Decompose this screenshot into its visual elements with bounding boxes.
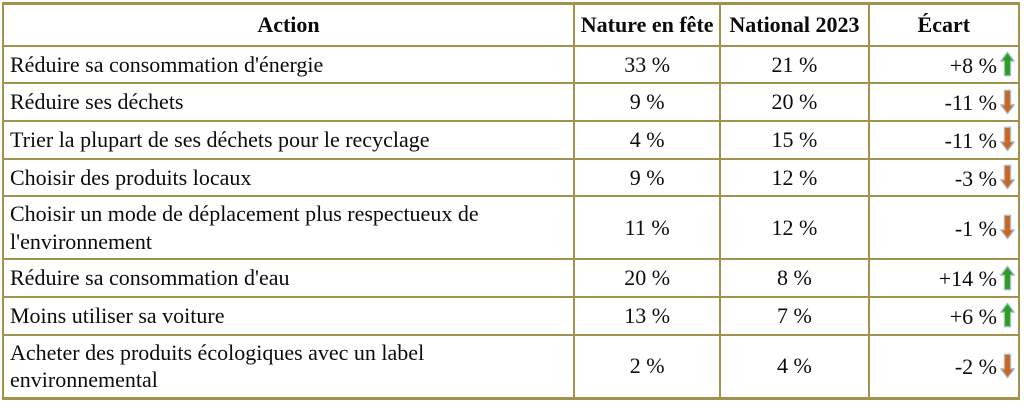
column-header-national-2023: National 2023 (719, 2, 870, 47)
action-cell: Acheter des produits écologiques avec un… (2, 333, 575, 400)
nature-en-fete-cell: 20 % (572, 258, 722, 299)
table-row: Moins utiliser sa voiture 13 % 7 % +6 % (2, 296, 1021, 336)
national-2023-cell: 7 % (719, 296, 870, 336)
ecart-value: -11 % (944, 128, 997, 154)
column-header-ecart: Écart (867, 2, 1021, 47)
nature-en-fete-cell: 11 % (572, 195, 722, 261)
ecart-value: +8 % (949, 52, 997, 78)
action-cell: Moins utiliser sa voiture (2, 296, 575, 336)
national-2023-cell: 8 % (719, 258, 870, 299)
table-row: Réduire sa consommation d'eau 20 % 8 % +14 … (2, 258, 1021, 299)
national-2023-cell: 21 % (719, 44, 870, 85)
table-row: Choisir des produits locaux 9 % 12 % -3 % (2, 157, 1021, 198)
up-arrow-icon (1000, 303, 1015, 328)
action-cell: Réduire sa consommation d'eau (2, 258, 575, 299)
table-body: Réduire sa consommation d'énergie 33 % 21 … (2, 44, 1021, 400)
column-header-action: Action (2, 2, 575, 47)
national-2023-cell: 20 % (719, 82, 870, 122)
action-cell: Choisir des produits locaux (2, 157, 575, 198)
national-2023-cell: 12 % (719, 157, 870, 198)
table-row: Trier la plupart de ses déchets pour le … (2, 119, 1021, 160)
action-cell: Réduire sa consommation d'énergie (2, 44, 575, 85)
up-arrow-icon (1000, 265, 1015, 291)
ecart-cell: -11 % (867, 119, 1021, 160)
table-row: Réduire sa consommation d'énergie 33 % 21 … (2, 44, 1021, 85)
nature-en-fete-cell: 9 % (572, 157, 722, 198)
table-row: Acheter des produits écologiques avec un… (2, 333, 1021, 400)
ecart-cell: +14 % (867, 258, 1021, 299)
table-header: Action Nature en fête National 2023 Écar… (2, 2, 1021, 47)
table-row: Réduire ses déchets 9 % 20 % -11 % (2, 82, 1021, 122)
ecart-value: -3 % (954, 165, 997, 191)
comparison-table: Action Nature en fête National 2023 Écar… (2, 2, 1021, 400)
nature-en-fete-cell: 9 % (572, 82, 722, 122)
table-row: Choisir un mode de déplacement plus resp… (2, 195, 1021, 261)
down-arrow-icon (1000, 164, 1015, 190)
ecart-cell: -11 % (867, 82, 1021, 122)
down-arrow-icon (1000, 215, 1015, 240)
ecart-cell: +8 % (867, 44, 1021, 85)
ecart-value: -2 % (954, 354, 997, 380)
ecart-value: -11 % (944, 90, 997, 116)
ecart-cell: -1 % (867, 195, 1021, 261)
action-cell: Réduire ses déchets (2, 82, 575, 122)
national-2023-cell: 4 % (719, 333, 870, 400)
down-arrow-icon (1000, 126, 1015, 152)
action-cell: Choisir un mode de déplacement plus resp… (2, 195, 575, 261)
ecart-cell: -3 % (867, 157, 1021, 198)
ecart-cell: +6 % (867, 296, 1021, 336)
national-2023-cell: 15 % (719, 119, 870, 160)
national-2023-cell: 12 % (719, 195, 870, 261)
nature-en-fete-cell: 2 % (572, 333, 722, 400)
down-arrow-icon (1000, 89, 1015, 115)
nature-en-fete-cell: 33 % (572, 44, 722, 85)
nature-en-fete-cell: 4 % (572, 119, 722, 160)
header-row: Action Nature en fête National 2023 Écar… (2, 2, 1021, 47)
ecart-value: +14 % (938, 266, 997, 292)
ecart-value: +6 % (949, 304, 997, 330)
column-header-nature-en-fete: Nature en fête (572, 2, 722, 47)
ecart-cell: -2 % (867, 333, 1021, 400)
up-arrow-icon (1000, 51, 1015, 77)
action-cell: Trier la plupart de ses déchets pour le … (2, 119, 575, 160)
down-arrow-icon (1000, 353, 1015, 379)
nature-en-fete-cell: 13 % (572, 296, 722, 336)
ecart-value: -1 % (954, 216, 997, 242)
